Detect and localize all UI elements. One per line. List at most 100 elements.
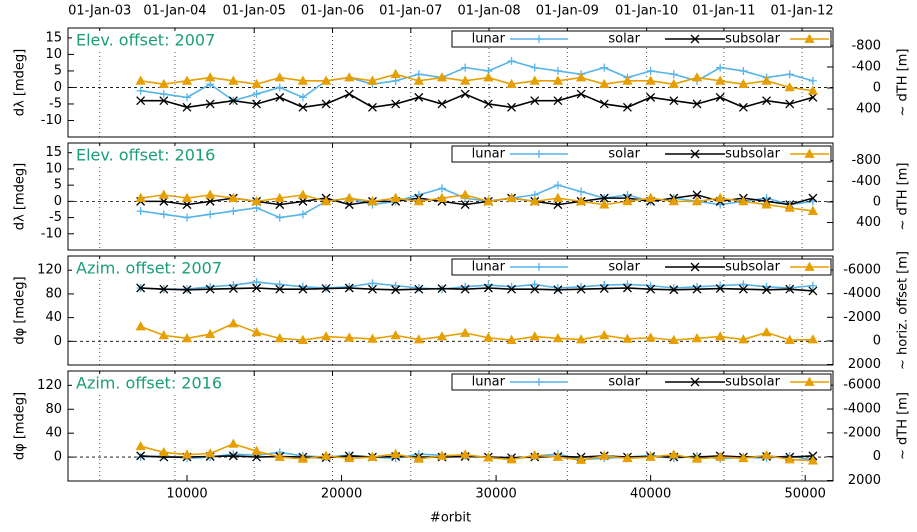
point	[436, 450, 448, 460]
y-tick-label: 120	[37, 263, 62, 278]
point	[785, 283, 794, 292]
point	[807, 205, 819, 215]
point	[715, 92, 725, 102]
point	[599, 78, 610, 89]
legend-box	[451, 30, 832, 48]
point	[413, 75, 424, 85]
point	[181, 333, 193, 343]
y2-tick-label: 0	[873, 449, 881, 464]
point	[668, 449, 679, 459]
annotation-bg	[72, 259, 242, 279]
y2-tick-label: -800	[851, 153, 881, 168]
legend-label: solar	[608, 375, 640, 390]
point	[461, 63, 470, 72]
y-tick-label: 0	[54, 80, 62, 95]
point	[506, 334, 517, 344]
point	[297, 453, 309, 463]
point	[575, 72, 587, 82]
point	[738, 284, 748, 294]
point	[553, 285, 563, 295]
annotation-bg	[72, 146, 242, 166]
point	[599, 330, 610, 340]
point	[367, 284, 377, 294]
legend-marker	[804, 33, 815, 43]
legend-marker	[535, 150, 543, 158]
annotation: Azim. offset: 2016	[76, 374, 222, 393]
point	[391, 99, 401, 109]
point	[436, 192, 448, 202]
point	[483, 283, 493, 293]
point	[460, 284, 470, 294]
point	[460, 75, 471, 85]
point	[275, 284, 285, 294]
y-tick-label: 10	[45, 161, 62, 176]
point	[784, 334, 795, 344]
point	[785, 99, 795, 109]
point	[784, 454, 795, 464]
point	[228, 284, 238, 294]
x-tick-label: 10000	[166, 487, 207, 502]
point	[807, 334, 819, 344]
y2-tick-label: 400	[856, 102, 881, 117]
point	[251, 327, 262, 337]
point	[182, 285, 192, 295]
y-tick-label: 0	[54, 334, 62, 349]
point	[599, 193, 609, 203]
series-line	[140, 443, 813, 462]
y-axis-label: dφ [mdeg]	[13, 276, 28, 344]
y-tick-label: 5	[54, 178, 62, 193]
y2-tick-label: 2000	[848, 357, 881, 372]
point	[807, 85, 819, 95]
point	[646, 284, 656, 294]
point	[252, 99, 262, 109]
point	[159, 284, 169, 294]
point	[344, 452, 355, 463]
point	[460, 189, 471, 199]
point	[391, 281, 400, 290]
point	[344, 89, 354, 99]
point	[183, 213, 191, 222]
point	[460, 327, 471, 337]
point	[738, 78, 749, 89]
point	[205, 189, 216, 199]
legend-label: lunar	[472, 375, 506, 390]
point	[738, 334, 749, 344]
legend-marker	[690, 149, 700, 159]
point	[808, 76, 817, 85]
legend-label: solar	[608, 147, 640, 162]
point	[437, 284, 447, 294]
point	[297, 75, 309, 85]
point	[506, 454, 517, 464]
point	[205, 99, 215, 109]
y2-tick-label: -4000	[843, 286, 881, 301]
point	[530, 280, 539, 289]
point	[437, 99, 447, 109]
x2-tick-label: 01-Jan-08	[457, 4, 520, 19]
point	[136, 96, 146, 106]
y-axis-label: dλ [mdeg]	[13, 163, 28, 230]
point	[691, 72, 703, 82]
legend-marker	[690, 377, 700, 387]
point	[135, 321, 146, 331]
point	[622, 452, 633, 463]
point	[669, 96, 679, 106]
point	[668, 78, 679, 89]
point	[274, 192, 285, 202]
point	[367, 333, 378, 343]
y2-tick-label: -2000	[843, 310, 881, 325]
x-tick-label: 30000	[475, 487, 516, 502]
point	[321, 284, 331, 294]
point	[275, 92, 285, 102]
y-tick-label: -10	[41, 226, 62, 241]
point	[344, 72, 355, 82]
point	[414, 284, 424, 294]
plot-frame	[67, 370, 834, 482]
point	[483, 99, 493, 109]
point	[668, 196, 679, 206]
legend-marker	[690, 262, 700, 272]
plot-frame	[67, 142, 834, 251]
point	[274, 451, 285, 461]
point	[205, 328, 216, 339]
point	[252, 90, 261, 99]
